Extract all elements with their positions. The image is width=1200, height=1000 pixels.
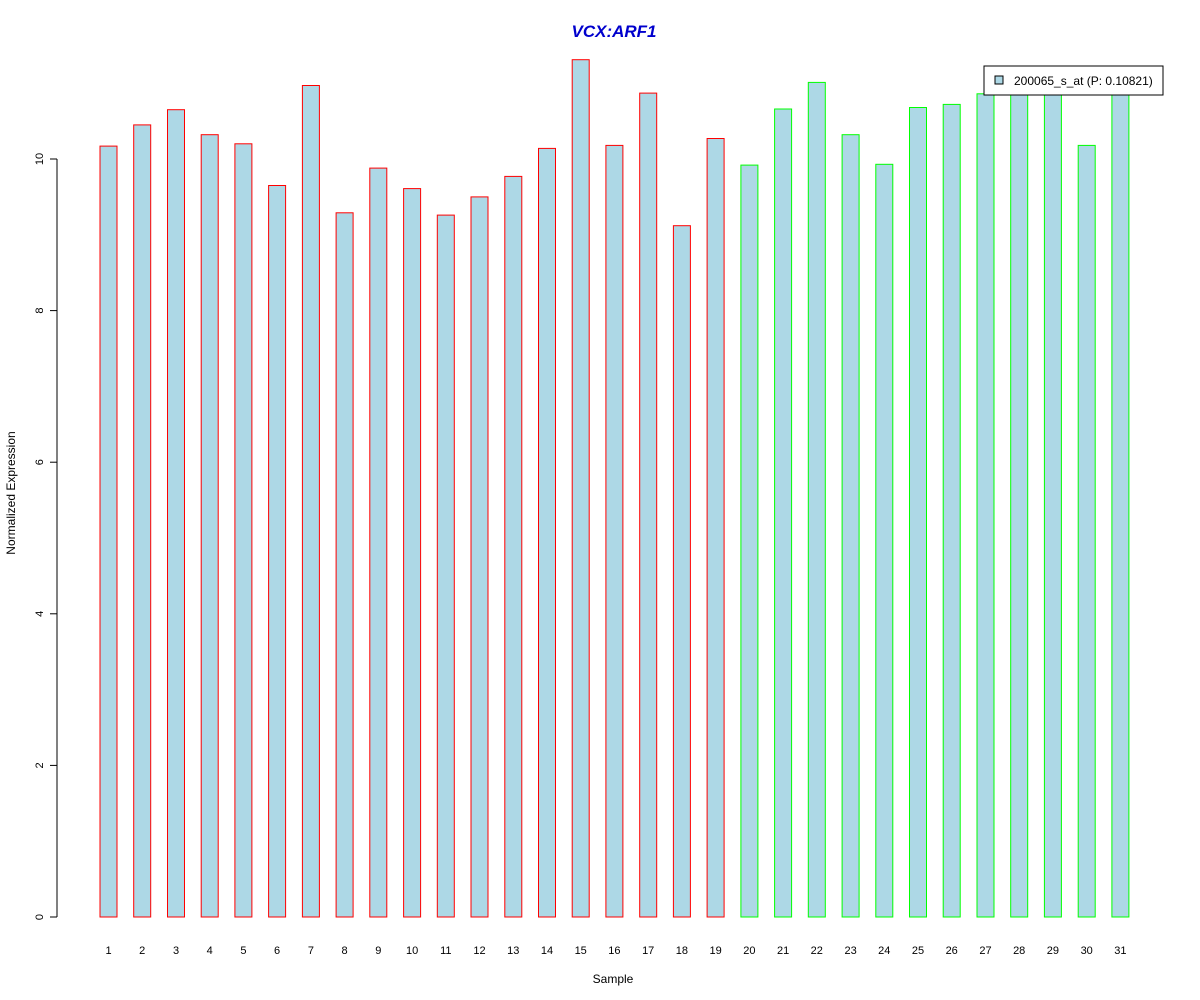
x-tick-label: 3 xyxy=(173,945,179,957)
bar-sample-21 xyxy=(774,108,793,918)
bar-sample-22 xyxy=(807,81,826,918)
x-tick-label: 24 xyxy=(878,945,890,957)
bar-sample-14 xyxy=(538,147,556,918)
x-tick-label: 19 xyxy=(709,945,721,957)
bar-sample-16 xyxy=(605,144,624,918)
bar-sample-18 xyxy=(672,225,691,918)
axes: 0 2 4 6 8 10 xyxy=(34,153,58,920)
x-tick-label: 17 xyxy=(642,945,654,957)
bar-sample-25 xyxy=(909,107,927,918)
x-tick-label: 2 xyxy=(139,945,145,957)
bar-sample-30 xyxy=(1077,144,1096,918)
bars xyxy=(99,59,1130,918)
y-tick-label: 10 xyxy=(34,153,46,165)
y-tick-label: 4 xyxy=(34,611,46,617)
x-tick-label: 7 xyxy=(308,945,314,957)
x-tick-label: 5 xyxy=(240,945,246,957)
bar-sample-9 xyxy=(369,167,388,918)
x-tick-label: 14 xyxy=(541,945,553,957)
x-tick-label: 27 xyxy=(979,945,991,957)
bar-sample-2 xyxy=(133,124,152,918)
x-tick-label: 4 xyxy=(207,945,213,957)
bar-sample-13 xyxy=(504,175,523,918)
bar-sample-5 xyxy=(234,143,253,918)
bar-sample-12 xyxy=(470,196,489,918)
bar-sample-23 xyxy=(841,134,860,918)
bar-sample-11 xyxy=(436,214,455,918)
bar-sample-7 xyxy=(301,85,320,918)
x-tick-labels: 1 2 3 4 5 6 7 8 9 10 11 12 13 14 15 16 17 18 19 20 21 22 23 24 2… xyxy=(105,945,1126,957)
legend: 200065_s_at (P: 0.10821) xyxy=(983,65,1164,96)
bar-sample-29 xyxy=(1043,90,1062,918)
y-tick-label: 8 xyxy=(34,308,46,314)
y-tick-label: 2 xyxy=(34,762,46,768)
bar-sample-6 xyxy=(268,185,287,918)
bar-sample-15 xyxy=(571,59,590,918)
x-tick-label: 29 xyxy=(1047,945,1059,957)
bar-sample-8 xyxy=(335,212,354,918)
x-tick-label: 10 xyxy=(406,945,418,957)
bar-sample-19 xyxy=(706,138,725,918)
bar-sample-1 xyxy=(99,145,118,918)
bar-sample-3 xyxy=(167,109,185,918)
x-tick-label: 8 xyxy=(342,945,348,957)
x-tick-label: 31 xyxy=(1114,945,1126,957)
y-tick-label: 0 xyxy=(34,914,46,920)
x-tick-label: 26 xyxy=(946,945,958,957)
bar-sample-26 xyxy=(942,103,961,918)
x-tick-label: 6 xyxy=(274,945,280,957)
bar-sample-4 xyxy=(200,134,219,918)
y-axis-label: Normalized Expression xyxy=(4,431,18,554)
legend-label: 200065_s_at (P: 0.10821) xyxy=(1014,74,1153,88)
x-tick-label: 30 xyxy=(1081,945,1093,957)
bar-sample-28 xyxy=(1010,90,1029,918)
x-tick-label: 20 xyxy=(743,945,755,957)
bar-sample-24 xyxy=(875,163,894,918)
x-tick-label: 21 xyxy=(777,945,789,957)
x-tick-label: 15 xyxy=(575,945,587,957)
x-tick-label: 11 xyxy=(440,945,451,957)
bar-sample-27 xyxy=(976,93,995,918)
x-tick-label: 16 xyxy=(608,945,620,957)
bar-sample-31 xyxy=(1111,90,1130,918)
x-tick-label: 1 xyxy=(105,945,111,957)
bar-sample-17 xyxy=(639,92,658,918)
x-tick-label: 28 xyxy=(1013,945,1025,957)
x-axis-label: Sample xyxy=(593,972,634,986)
legend-box xyxy=(983,65,1164,96)
x-tick-label: 12 xyxy=(473,945,485,957)
x-tick-label: 25 xyxy=(912,945,924,957)
x-tick-label: 18 xyxy=(676,945,688,957)
y-tick-label: 6 xyxy=(34,459,46,465)
x-tick-label: 23 xyxy=(844,945,856,957)
x-tick-label: 9 xyxy=(375,945,381,957)
legend-swatch xyxy=(994,75,1004,85)
x-tick-label: 13 xyxy=(507,945,519,957)
bar-sample-10 xyxy=(403,188,422,918)
x-tick-label: 22 xyxy=(811,945,823,957)
chart-title: VCX:ARF1 xyxy=(571,22,656,41)
bar-sample-20 xyxy=(740,164,759,918)
